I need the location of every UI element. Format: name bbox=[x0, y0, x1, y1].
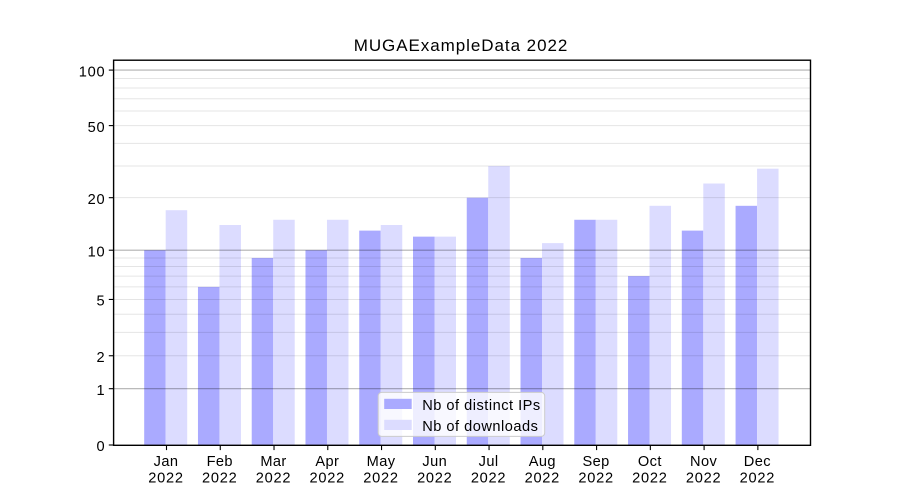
svg-text:May: May bbox=[367, 454, 396, 470]
svg-text:MUGAExampleData 2022: MUGAExampleData 2022 bbox=[354, 36, 569, 55]
svg-text:Sep: Sep bbox=[582, 454, 609, 470]
svg-text:2022: 2022 bbox=[632, 470, 667, 486]
svg-text:2022: 2022 bbox=[202, 470, 237, 486]
svg-text:Jun: Jun bbox=[422, 454, 447, 470]
svg-text:Mar: Mar bbox=[260, 454, 286, 470]
svg-text:Nov: Nov bbox=[690, 454, 717, 470]
svg-text:2022: 2022 bbox=[471, 470, 506, 486]
svg-text:50: 50 bbox=[88, 120, 106, 136]
svg-text:2022: 2022 bbox=[256, 470, 291, 486]
svg-text:Jul: Jul bbox=[479, 454, 499, 470]
svg-text:2022: 2022 bbox=[363, 470, 398, 486]
svg-text:2022: 2022 bbox=[578, 470, 613, 486]
svg-text:2: 2 bbox=[97, 350, 106, 366]
svg-text:2022: 2022 bbox=[310, 470, 345, 486]
svg-text:1: 1 bbox=[97, 383, 106, 399]
svg-text:Nb of downloads: Nb of downloads bbox=[422, 419, 538, 435]
svg-text:Feb: Feb bbox=[207, 454, 233, 470]
svg-text:0: 0 bbox=[97, 439, 106, 455]
svg-text:2022: 2022 bbox=[148, 470, 183, 486]
svg-text:2022: 2022 bbox=[686, 470, 721, 486]
svg-text:Aug: Aug bbox=[529, 454, 556, 470]
svg-text:10: 10 bbox=[88, 244, 106, 260]
svg-text:Dec: Dec bbox=[744, 454, 771, 470]
svg-text:2022: 2022 bbox=[740, 470, 775, 486]
svg-text:20: 20 bbox=[88, 192, 106, 208]
svg-text:100: 100 bbox=[79, 64, 106, 80]
svg-text:2022: 2022 bbox=[417, 470, 452, 486]
svg-text:Oct: Oct bbox=[638, 454, 662, 470]
svg-text:5: 5 bbox=[97, 294, 106, 310]
svg-text:Nb of distinct IPs: Nb of distinct IPs bbox=[422, 398, 541, 414]
svg-text:Jan: Jan bbox=[154, 454, 179, 470]
svg-text:Apr: Apr bbox=[315, 454, 339, 470]
svg-text:2022: 2022 bbox=[525, 470, 560, 486]
